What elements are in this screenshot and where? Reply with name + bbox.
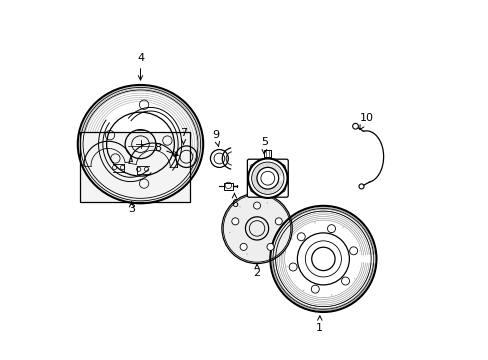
Text: 7: 7	[180, 128, 187, 144]
Text: 1: 1	[316, 316, 323, 333]
Circle shape	[247, 158, 287, 198]
Circle shape	[278, 186, 285, 192]
Bar	[224, 183, 232, 190]
Circle shape	[297, 233, 305, 241]
Circle shape	[327, 225, 335, 233]
Circle shape	[288, 263, 297, 271]
Circle shape	[311, 285, 319, 293]
Text: 8: 8	[154, 143, 178, 156]
Circle shape	[278, 164, 285, 171]
Circle shape	[266, 243, 273, 251]
Text: 4: 4	[137, 53, 144, 80]
Circle shape	[253, 202, 260, 209]
Ellipse shape	[79, 86, 202, 202]
Text: 2: 2	[253, 264, 260, 278]
Text: 5: 5	[260, 138, 267, 154]
Circle shape	[222, 194, 291, 263]
Text: 10: 10	[359, 113, 373, 130]
Ellipse shape	[107, 112, 174, 176]
Text: 3: 3	[128, 202, 135, 215]
Bar	[264, 150, 271, 157]
Bar	[80, 132, 189, 202]
Circle shape	[231, 218, 238, 225]
Text: 9: 9	[212, 130, 219, 146]
Text: 6: 6	[230, 193, 238, 210]
Circle shape	[250, 186, 256, 192]
Circle shape	[250, 164, 256, 171]
Circle shape	[349, 247, 357, 255]
Circle shape	[270, 206, 375, 311]
Circle shape	[275, 218, 282, 225]
Circle shape	[358, 184, 363, 189]
Circle shape	[312, 248, 334, 270]
Circle shape	[352, 123, 358, 129]
Circle shape	[240, 243, 246, 251]
FancyBboxPatch shape	[247, 159, 287, 197]
Circle shape	[341, 277, 349, 285]
